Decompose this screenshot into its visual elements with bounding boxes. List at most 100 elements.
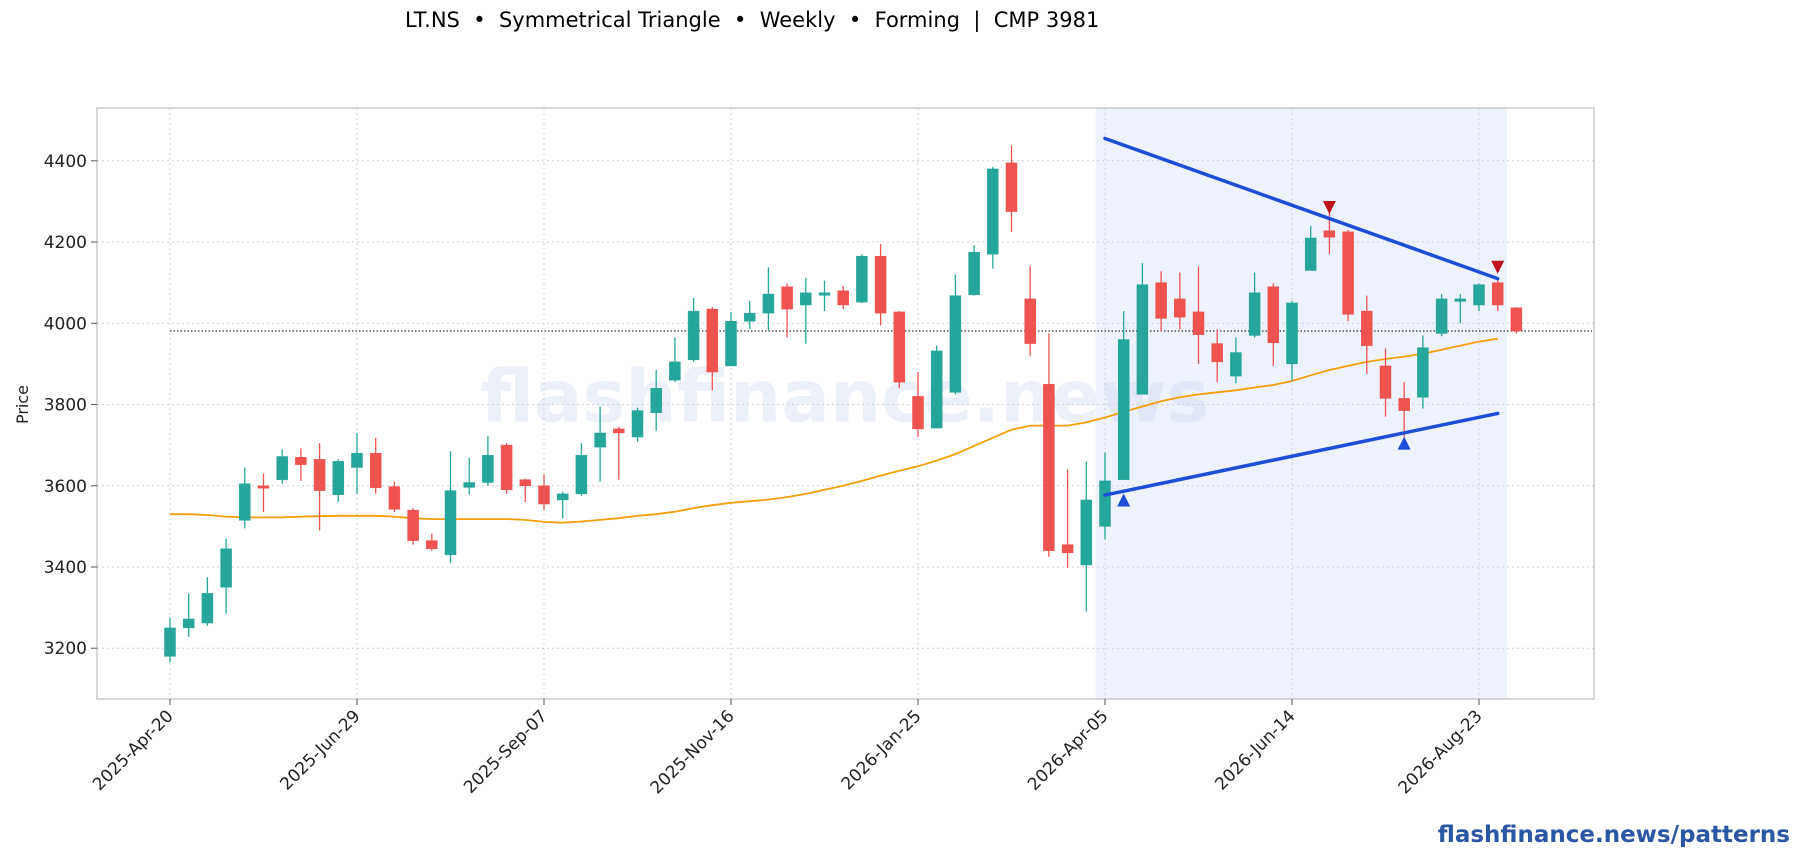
y-tick-label: 3600 [44,477,87,497]
pivot-markers [1117,201,1505,507]
candle-body [743,312,756,322]
candle-body [463,482,475,488]
candle-body [930,350,943,429]
candle [669,337,681,383]
candle [369,437,382,494]
candle-body [762,293,775,314]
pivot-high-marker [1322,201,1336,215]
candle-body [1361,310,1373,346]
candle [613,426,625,480]
candle-body [725,320,737,367]
candle [388,481,401,513]
candle-body [1454,298,1467,302]
candle [1080,461,1093,612]
candle [351,432,363,494]
candle [313,443,326,531]
candle [1473,283,1485,312]
candle [257,473,270,513]
candle [706,307,719,391]
candle-body [1398,398,1410,411]
candle [856,254,868,303]
candle [1323,206,1336,255]
candle-body [687,310,700,361]
candle [800,277,812,344]
candle [444,451,457,563]
candle-body [407,509,419,541]
candle-body [369,453,382,489]
candle-body [594,432,606,448]
y-tick-label: 3800 [44,396,87,416]
candle [239,467,251,529]
candle-body [874,256,887,314]
x-tick-label: 2025-Jun-29 [276,706,364,794]
x-tick-label: 2026-Apr-05 [1024,706,1112,794]
candle [912,372,924,438]
candle [426,533,438,551]
candle [762,267,775,331]
moving-average-line [170,337,1498,524]
candle-body [1286,302,1298,365]
x-tick-label: 2026-Aug-23 [1395,706,1487,798]
candle [164,617,176,663]
candle-body [1510,307,1523,332]
candle-body [164,627,176,657]
candle-body [650,388,662,413]
candle-body [987,168,999,255]
candle-body [556,493,569,501]
candle [893,311,906,389]
upper-trendline [1103,136,1500,281]
candle [1417,335,1429,409]
candle [594,406,606,482]
candle-body [1304,237,1317,271]
candle [968,245,980,296]
candle [1491,279,1504,312]
candle [201,577,214,626]
candle [519,478,532,502]
candle-body [351,453,363,468]
candle-body [818,292,831,296]
candle-body [332,461,345,495]
lower-trendline [1103,411,1500,497]
candle-body [1342,231,1354,315]
candle [1005,145,1018,232]
candles [164,145,1523,663]
candle-body [426,540,438,549]
candle-body [388,486,401,510]
pattern-zone [1095,108,1508,699]
candle-body [295,457,307,465]
candle-body [444,490,457,556]
candle-body [575,455,588,495]
candle-body [1435,298,1448,334]
candle [556,491,569,519]
candle-body [1211,343,1223,363]
footer-link[interactable]: flashfinance.news/patterns [1437,822,1790,848]
candle-body [500,444,513,491]
pivot-low-marker [1117,493,1131,507]
y-tick-label: 4000 [44,314,87,334]
candle [1117,311,1130,480]
candle [1286,300,1298,381]
x-tick-label: 2025-Nov-16 [647,706,739,798]
pivot-low-marker [1397,436,1411,450]
y-axis: 3200 3400 3600 3800 4000 4200 4400 [44,152,97,659]
candle [1304,225,1317,271]
candle-body [1248,292,1261,336]
candle [482,436,494,486]
candle-body [1099,480,1111,527]
candle [781,283,793,338]
candle-body [949,295,962,393]
candle [1398,382,1410,438]
candle-body [1005,162,1018,212]
candle [1061,469,1074,568]
candle [332,459,345,502]
x-tick-label: 2025-Sep-07 [460,706,551,797]
x-tick-label: 2025-Apr-20 [89,706,177,794]
candle [1267,283,1280,366]
candle-body [1417,347,1429,398]
candle-body [1117,339,1130,480]
background-watermark: flashfinance.news [481,354,1210,438]
candle [1211,329,1223,383]
candle [1155,271,1167,332]
candle [1454,294,1467,324]
candle [538,474,550,511]
